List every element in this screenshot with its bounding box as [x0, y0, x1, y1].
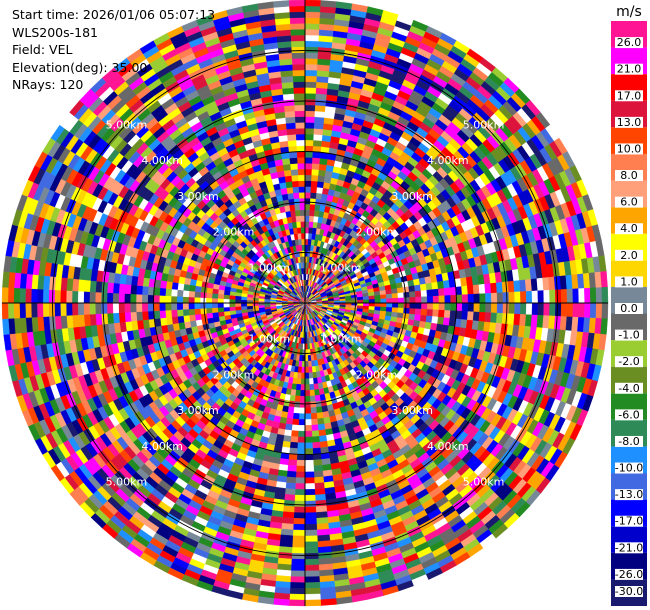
field-name: Field: VEL: [12, 42, 73, 57]
nrays: NRays: 120: [12, 77, 84, 92]
elevation: Elevation(deg): 35.00: [12, 59, 148, 75]
scan-info: Start time: 2026/01/06 05:07:13 WLS200s-…: [12, 6, 215, 94]
radar-gates: [1, 0, 609, 607]
site-name: WLS200s-181: [12, 24, 98, 40]
start-time: Start time: 2026/01/06 05:07:13: [12, 7, 216, 22]
